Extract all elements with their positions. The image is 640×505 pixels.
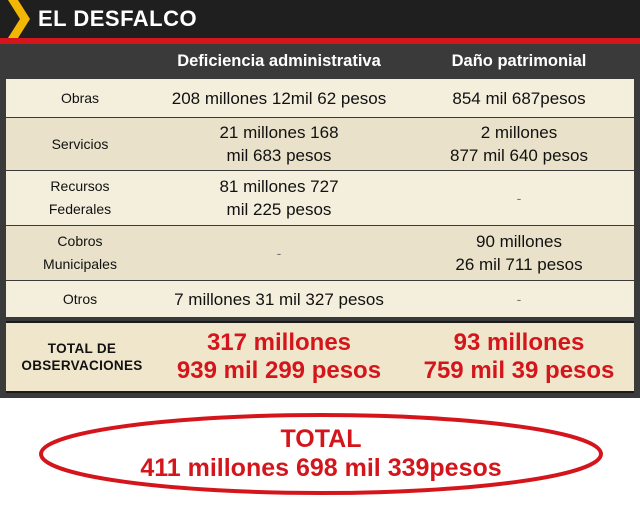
deficiencia-cell: 7 millones 31 mil 327 pesos — [174, 289, 384, 309]
dano-cell: 90 millones 26 mil 711 pesos — [455, 232, 583, 274]
total-deficiencia: 317 millones 939 mil 299 pesos — [176, 329, 382, 384]
table-row: Obras 208 millones 12mil 62 pesos 854 mi… — [6, 79, 634, 117]
dano-cell: 854 mil 687pesos — [452, 88, 586, 108]
title-bar: EL DESFALCO — [0, 0, 640, 38]
deficiencia-cell: 208 millones 12mil 62 pesos — [171, 88, 387, 108]
totals-label: TOTAL DE OBSERVACIONES — [21, 341, 143, 373]
table-row: Otros 7 millones 31 mil 327 pesos - — [6, 281, 634, 317]
totals-row: TOTAL DE OBSERVACIONES 317 millones 939 mi… — [0, 318, 640, 396]
title-divider — [0, 38, 640, 44]
row-label: Otros — [62, 290, 98, 307]
total-dano: 93 millones 759 mil 39 pesos — [423, 329, 615, 384]
grand-total: TOTAL 411 millones 698 mil 339pesos — [38, 412, 604, 496]
totals-panel: TOTAL DE OBSERVACIONES 317 millones 939 mi… — [6, 321, 634, 393]
row-label: Recursos Federales — [48, 178, 112, 217]
deficiencia-cell: 21 millones 168 mil 683 pesos — [219, 123, 339, 165]
table-row: Servicios 21 millones 168 mil 683 pesos 2… — [6, 118, 634, 170]
deficiencia-cell: 81 millones 727 mil 225 pesos — [219, 177, 339, 219]
row-label: Cobros Municipales — [43, 233, 117, 272]
deficiencia-cell: - — [276, 245, 282, 261]
grand-total-ellipse — [39, 413, 603, 495]
dano-cell: - — [516, 190, 522, 206]
column-header-deficiencia: Deficiencia administrativa — [177, 52, 381, 70]
grand-total-label: TOTAL — [280, 425, 362, 453]
grand-total-value: 411 millones 698 mil 339pesos — [140, 454, 502, 482]
row-label: Servicios — [51, 135, 109, 152]
page-title: EL DESFALCO — [38, 6, 198, 31]
chevron-right-icon — [8, 0, 30, 38]
row-label: Obras — [60, 89, 100, 106]
table-row: Cobros Municipales - 90 millones 26 mil 71… — [6, 226, 634, 280]
dano-cell: 2 millones 877 mil 640 pesos — [450, 123, 588, 165]
column-header-dano: Daño patrimonial — [451, 52, 587, 70]
table-row: Recursos Federales 81 millones 727 mil 225… — [6, 171, 634, 225]
dano-cell: - — [516, 291, 522, 307]
